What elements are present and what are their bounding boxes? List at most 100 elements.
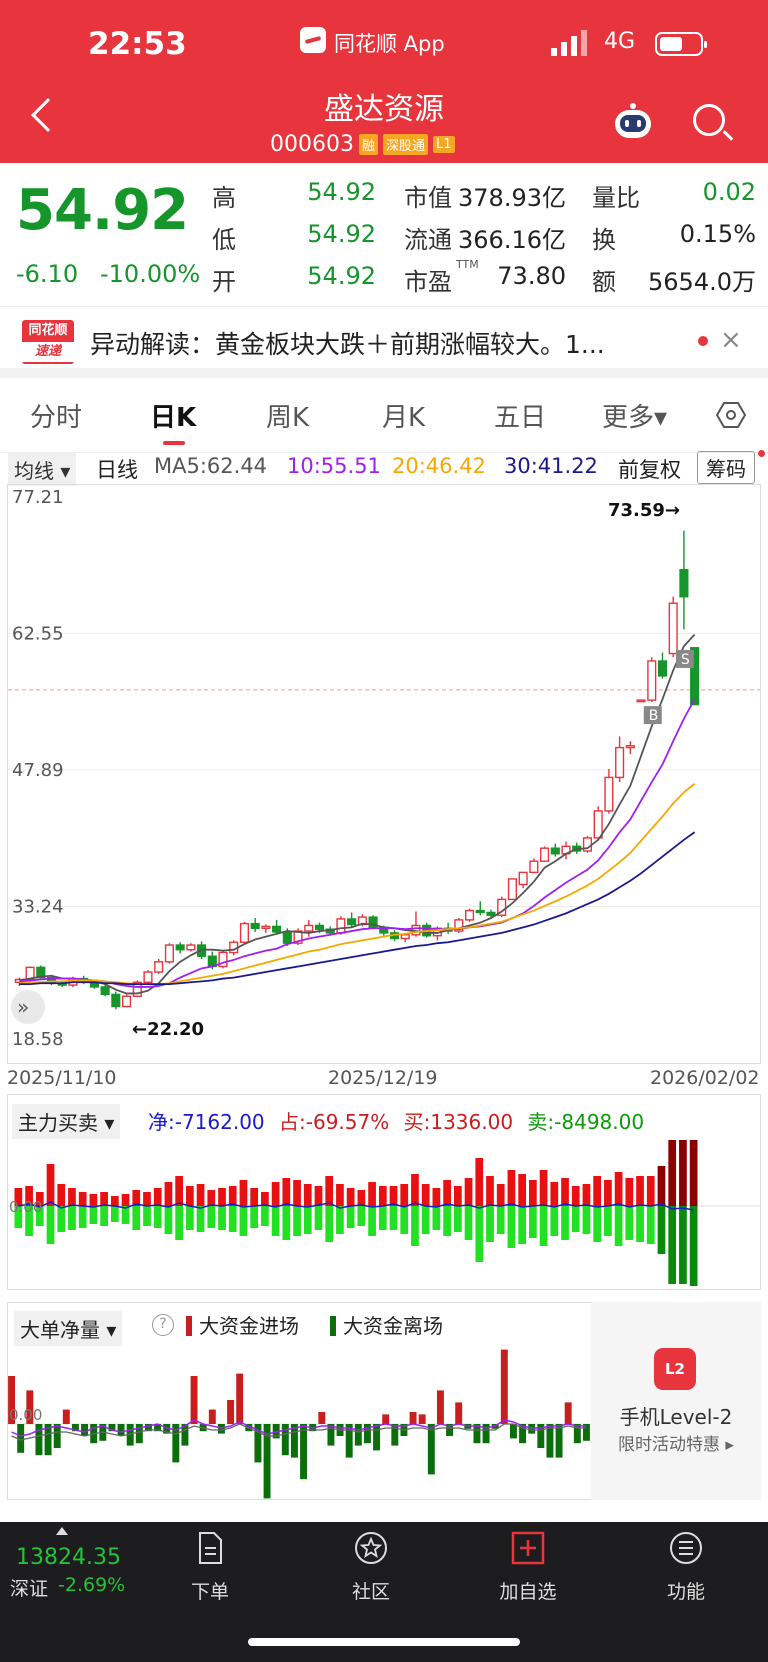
big-order-bar xyxy=(217,1424,225,1434)
tab-more[interactable]: 更多▾ xyxy=(602,403,668,433)
big-order-bar xyxy=(564,1402,572,1424)
search-icon[interactable] xyxy=(693,104,725,136)
buy-bar xyxy=(529,1180,537,1206)
y-tick-label: 47.89 xyxy=(12,760,64,781)
sell-bar xyxy=(68,1206,76,1230)
buy-bar xyxy=(378,1186,387,1206)
current-price: 54.92 xyxy=(16,178,189,243)
index-expand-icon[interactable] xyxy=(56,1527,68,1535)
candle-body xyxy=(540,847,550,862)
candle-body xyxy=(679,569,689,598)
sell-bar xyxy=(175,1206,183,1240)
news-logo-top: 同花顺 xyxy=(28,323,68,338)
buy-bar xyxy=(336,1184,344,1206)
tab-monthly-k[interactable]: 月K xyxy=(382,403,426,433)
nav-functions[interactable]: 功能 xyxy=(636,1530,736,1604)
tab-five-day[interactable]: 五日 xyxy=(494,403,547,433)
menu-circle-icon xyxy=(670,1532,702,1564)
collapse-button xyxy=(11,990,45,1024)
buy-bar xyxy=(614,1172,623,1206)
big-order-bar xyxy=(62,1409,70,1424)
sell-bar xyxy=(121,1206,130,1224)
candle-body xyxy=(615,746,625,779)
stock-name: 盛达资源 xyxy=(324,92,444,127)
sell-bar xyxy=(443,1206,451,1236)
big-order-bar xyxy=(263,1424,271,1499)
candle-body xyxy=(143,971,153,983)
buy-bar xyxy=(25,1186,33,1206)
nav-add-watchlist[interactable]: 加自选 xyxy=(478,1530,578,1604)
buy-bar xyxy=(389,1186,398,1206)
sell-bar xyxy=(529,1206,537,1238)
nav-add-label: 加自选 xyxy=(499,1581,557,1603)
buy-bar xyxy=(357,1190,366,1206)
label-open: 开 xyxy=(212,268,236,296)
chips-dot xyxy=(758,450,765,457)
buy-bar xyxy=(636,1176,644,1206)
sell-bar xyxy=(25,1206,33,1236)
big-order-selector[interactable]: 大单净量 ▾ xyxy=(14,1311,123,1346)
big-order-bar xyxy=(418,1414,426,1424)
label-turnover: 换 xyxy=(592,226,616,254)
level2-subtitle[interactable]: 限时活动特惠 ▸ xyxy=(618,1435,734,1455)
nav-order[interactable]: 下单 xyxy=(160,1530,260,1604)
sell-bar xyxy=(282,1206,291,1240)
ma-selector[interactable]: 均线 ▾ xyxy=(8,453,77,486)
home-indicator[interactable] xyxy=(248,1638,520,1646)
candle-body xyxy=(132,981,142,997)
adjust-mode[interactable]: 前复权 xyxy=(618,458,681,482)
robot-assistant-icon[interactable] xyxy=(612,102,654,140)
big-order-line-2 xyxy=(11,1423,587,1441)
buy-bar xyxy=(271,1182,280,1206)
add-plus-icon xyxy=(511,1531,545,1565)
main-force-selector[interactable]: 主力买卖 ▾ xyxy=(12,1104,121,1139)
big-order-bar xyxy=(181,1424,189,1446)
candle-body xyxy=(400,934,410,940)
big-order-bar xyxy=(17,1424,25,1453)
sell-bar xyxy=(378,1206,387,1230)
news-bar[interactable] xyxy=(0,306,768,378)
buy-bar xyxy=(164,1182,173,1206)
big-order-line-1 xyxy=(11,1419,587,1437)
level2-promo[interactable] xyxy=(591,1302,761,1500)
ma10-line xyxy=(19,698,696,988)
buy-bar xyxy=(239,1180,248,1206)
sell-bar xyxy=(293,1206,301,1236)
buy-bar xyxy=(228,1186,237,1206)
news-text[interactable]: 异动解读：黄金板块大跌＋前期涨幅较大。1... xyxy=(90,330,605,359)
chips-button[interactable]: 筹码 xyxy=(697,451,755,484)
tab-daily-k[interactable]: 日K xyxy=(150,403,197,433)
buy-bar xyxy=(539,1170,548,1206)
buy-bar xyxy=(175,1176,183,1206)
help-icon[interactable]: ? xyxy=(152,1314,174,1336)
big-order-bar xyxy=(509,1424,517,1439)
community-star-icon xyxy=(355,1532,387,1564)
app-name-label: 同花顺 App xyxy=(334,32,445,56)
sell-bar xyxy=(325,1206,334,1242)
candle-body xyxy=(314,924,325,930)
sell-bar xyxy=(46,1206,55,1244)
big-order-bar xyxy=(208,1409,216,1424)
value-mktcap: 378.93亿 xyxy=(458,184,566,212)
buy-bar xyxy=(78,1192,87,1206)
tab-weekly-k[interactable]: 周K xyxy=(266,403,310,433)
buy-bar xyxy=(411,1174,419,1206)
news-close-icon[interactable]: × xyxy=(720,325,742,355)
big-order-bar xyxy=(528,1424,536,1434)
big-order-bar xyxy=(135,1424,143,1444)
index-value[interactable]: 13824.35 xyxy=(16,1545,121,1570)
zero-axis-label: 0.00 xyxy=(9,1406,42,1424)
y-tick-label: 62.55 xyxy=(12,624,64,645)
tab-intraday[interactable]: 分时 xyxy=(30,403,83,433)
big-order-bar xyxy=(108,1424,116,1432)
value-high: 54.92 xyxy=(307,178,376,206)
settings-hexagon-icon[interactable] xyxy=(716,400,746,430)
buy-bar xyxy=(35,1192,44,1206)
candle-body xyxy=(486,911,496,916)
sell-bar xyxy=(207,1206,216,1228)
sell-bar xyxy=(303,1206,312,1234)
buy-bar xyxy=(325,1176,334,1206)
nav-community[interactable]: 社区 xyxy=(321,1530,421,1604)
kline-chart[interactable]: 77.21 62.55 47.89 33.24 18.58 73.59→ ←22.20 B S » xyxy=(7,484,761,1064)
buy-bar xyxy=(550,1182,559,1206)
